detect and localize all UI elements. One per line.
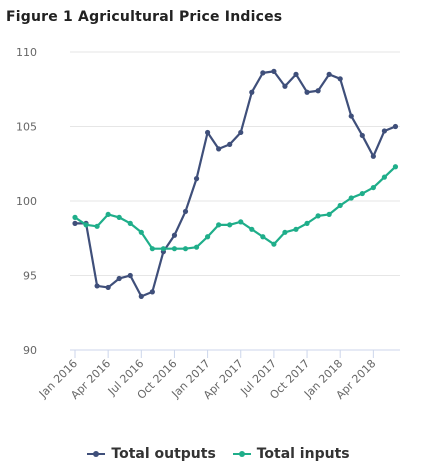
data-point-s0-3 <box>105 284 111 291</box>
gridlines <box>70 51 400 351</box>
y-tick-label-90: 90 <box>23 344 37 357</box>
data-point-s0-17 <box>260 70 266 76</box>
data-point-s0-28 <box>381 128 387 134</box>
data-point-s0-22 <box>315 88 321 94</box>
data-point-s0-24 <box>337 76 343 82</box>
data-point-s0-27 <box>370 153 376 159</box>
data-point-s1-22 <box>315 213 321 219</box>
data-point-s1-14 <box>227 222 233 228</box>
data-point-s0-5 <box>127 272 133 279</box>
legend-label-total-outputs: Total outputs <box>111 446 216 462</box>
data-point-s1-26 <box>359 190 365 197</box>
plot-area <box>72 68 399 299</box>
data-point-s1-9 <box>171 246 178 252</box>
legend: Total outputs Total inputs <box>0 446 437 463</box>
legend-item-total-outputs[interactable]: Total outputs <box>87 446 216 462</box>
data-point-s0-0 <box>72 220 78 226</box>
data-point-s0-10 <box>182 208 189 215</box>
data-point-s1-13 <box>216 222 222 228</box>
chart-title: Figure 1 Agricultural Price Indices <box>6 9 283 25</box>
data-point-s1-29 <box>392 164 399 170</box>
legend-label-total-inputs: Total inputs <box>256 446 350 462</box>
y-axis: 90 95 100 105 110 <box>16 46 37 357</box>
data-point-s1-20 <box>293 226 299 232</box>
data-point-s0-13 <box>216 146 222 152</box>
legend-swatch-total-outputs <box>87 449 106 459</box>
data-point-s0-7 <box>149 289 155 295</box>
data-point-s0-29 <box>392 123 399 130</box>
data-point-s1-21 <box>304 220 310 226</box>
data-point-s1-23 <box>326 211 332 218</box>
data-point-s1-2 <box>94 223 100 229</box>
data-point-s1-25 <box>348 195 354 201</box>
data-point-s1-7 <box>149 246 155 252</box>
data-point-s1-6 <box>138 229 144 235</box>
data-point-s0-6 <box>138 293 144 299</box>
data-point-s1-17 <box>260 234 266 240</box>
data-point-s0-16 <box>249 89 255 95</box>
data-point-s0-9 <box>171 232 178 238</box>
legend-item-total-inputs[interactable]: Total inputs <box>232 446 350 462</box>
data-point-s0-20 <box>293 71 299 77</box>
data-point-s1-1 <box>83 222 89 228</box>
data-point-s1-3 <box>105 211 111 218</box>
data-point-s1-18 <box>271 241 277 247</box>
y-tick-label-105: 105 <box>16 121 37 134</box>
data-point-s0-14 <box>227 141 233 147</box>
data-point-s1-4 <box>116 214 122 220</box>
data-point-s1-15 <box>238 219 244 225</box>
data-point-s0-19 <box>282 83 288 89</box>
y-tick-label-100: 100 <box>16 195 37 208</box>
data-point-s1-27 <box>370 184 376 191</box>
data-point-s0-12 <box>205 129 211 136</box>
data-point-s1-28 <box>381 174 387 180</box>
data-point-s1-24 <box>337 202 343 209</box>
legend-swatch-total-inputs <box>232 449 251 459</box>
data-point-s1-10 <box>182 246 189 252</box>
series-line-1 <box>73 165 397 250</box>
data-point-s1-12 <box>205 234 211 240</box>
data-point-s0-18 <box>271 68 277 74</box>
data-point-s0-15 <box>238 129 244 136</box>
data-point-s0-21 <box>304 89 310 95</box>
data-point-s0-23 <box>326 71 332 77</box>
y-tick-label-110: 110 <box>16 46 37 59</box>
data-point-s0-26 <box>359 132 365 139</box>
data-point-s0-11 <box>193 176 200 182</box>
data-point-s1-16 <box>249 226 255 232</box>
data-point-s1-11 <box>193 244 200 250</box>
series-line-0 <box>73 70 397 298</box>
data-point-s1-0 <box>72 214 78 220</box>
data-point-s0-2 <box>94 283 100 289</box>
data-point-s0-25 <box>348 113 354 119</box>
y-tick-label-95: 95 <box>23 270 37 283</box>
data-point-s1-19 <box>282 229 288 235</box>
data-point-s0-4 <box>116 275 122 282</box>
data-point-s1-8 <box>160 246 166 252</box>
data-point-s1-5 <box>127 220 133 226</box>
